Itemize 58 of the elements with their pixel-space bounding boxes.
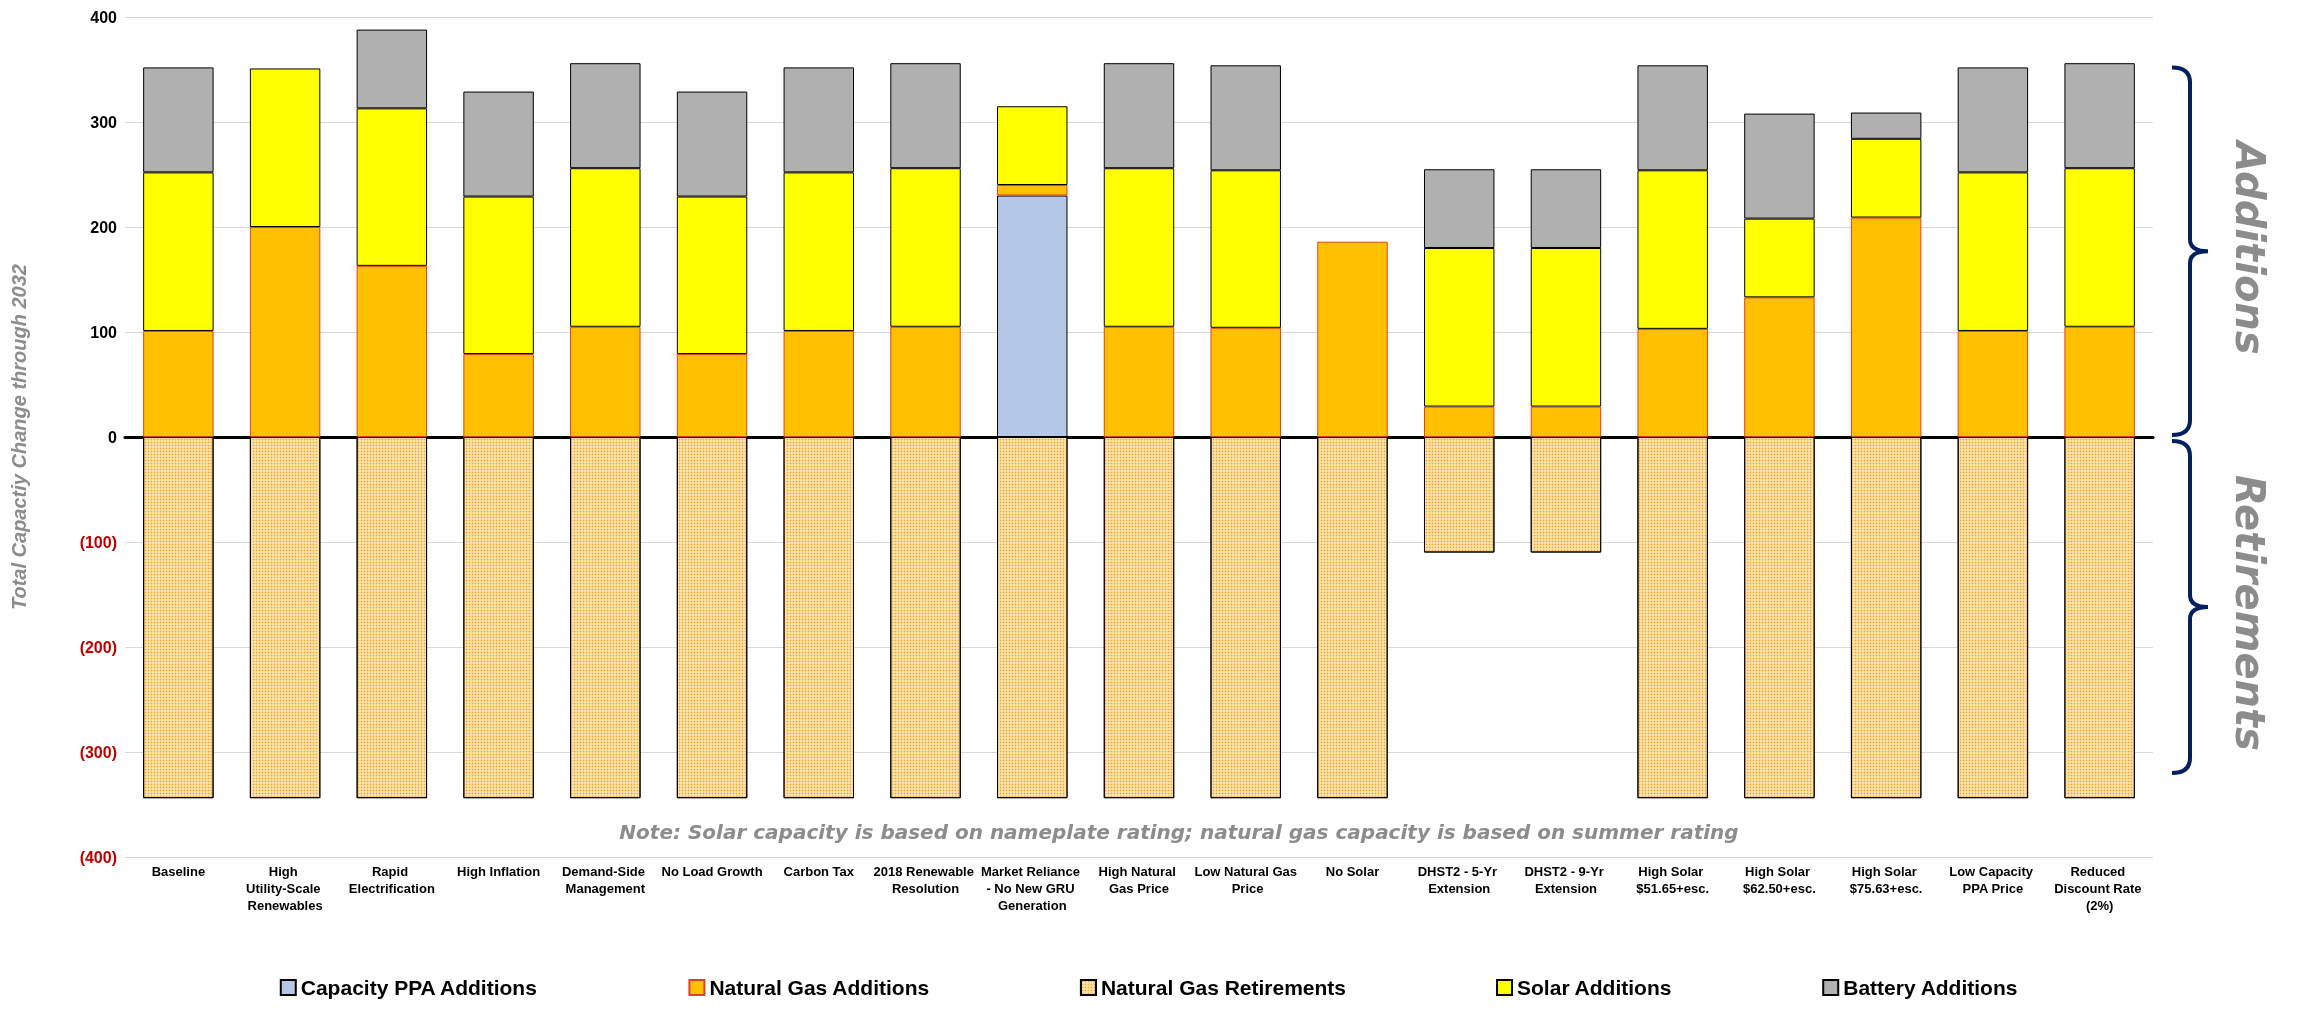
legend-label: Battery Additions: [1843, 976, 2018, 999]
legend-label: Solar Additions: [1517, 976, 1672, 999]
y-tick-label: 100: [90, 323, 118, 341]
x-tick-label: Baseline: [151, 864, 206, 879]
legend-label: Capacity PPA Additions: [300, 976, 537, 999]
bar: [143, 330, 214, 437]
x-tick-label: Low Capacity PPA Price: [1949, 864, 2037, 896]
x-tick-label: 2018 Renewable Resolution: [873, 864, 978, 896]
bar: [1423, 406, 1495, 437]
y-tick-label: 400: [90, 8, 118, 26]
annotation: Note: Solar capacity is based on nameplate rating; natural gas capacity is based on summer rating: [619, 820, 1739, 844]
bar: [1103, 326, 1175, 437]
bar: [463, 354, 534, 437]
y-tick-label: (100): [79, 533, 117, 551]
x-tick-label: Rapid Electrification: [348, 864, 435, 896]
bar: [1744, 297, 1815, 437]
bar: [783, 330, 855, 437]
x-tick-label: Demand-Side Management: [561, 864, 649, 896]
y-tick-label: 300: [90, 113, 118, 131]
bar: [1530, 406, 1602, 437]
x-tick-label: Low Natural Gas Price: [1194, 864, 1298, 896]
bar: [997, 185, 1068, 196]
x-tick-label: Carbon Tax: [783, 864, 855, 879]
text: Additions: [2227, 141, 2273, 355]
bar: [356, 265, 428, 437]
text: Retirements: [2227, 475, 2273, 752]
y-tick-label: (400): [79, 848, 117, 866]
x-tick-label: Market Reliance - No New GRU Generation: [980, 864, 1084, 913]
legend-label: Natural Gas Retirements: [1100, 976, 1347, 999]
bar: [249, 227, 321, 437]
y-tick-label: 0: [108, 428, 118, 446]
bar: [2064, 326, 2135, 437]
x-tick-label: High Solar $51.65+esc.: [1636, 864, 1710, 896]
x-tick-label: No Load Growth: [661, 864, 763, 879]
bar: [1637, 328, 1708, 437]
x-tick-label: No Solar: [1325, 864, 1380, 879]
legend-label: Natural Gas Additions: [709, 976, 930, 999]
x-tick-label: High Solar $62.50+esc.: [1743, 864, 1816, 896]
bar: [1850, 217, 1922, 437]
x-tick-label: Reduced Discount Rate (2%): [2054, 864, 2146, 913]
x-tick-label: High Utility-Scale Renewables: [246, 864, 325, 913]
bar: [676, 354, 748, 437]
bar: [890, 326, 961, 437]
y-tick-label: (200): [79, 638, 117, 656]
x-tick-label: DHST2 - 9-Yr Extension: [1524, 864, 1608, 896]
x-tick-label: High Solar $75.63+esc.: [1849, 864, 1923, 896]
y-tick-label: 200: [90, 218, 118, 236]
y-axis-title: Total Capactiy Change through 2032: [8, 264, 30, 610]
bar: [249, 68, 321, 227]
bar: [1957, 330, 2029, 437]
x-tick-label: DHST2 - 5-Yr Extension: [1417, 864, 1501, 896]
bar: [997, 106, 1068, 185]
x-tick-label: High Inflation: [457, 864, 541, 879]
y-tick-label: (300): [79, 743, 117, 761]
bar: [1317, 241, 1388, 437]
x-tick-label: High Natural Gas Price: [1098, 864, 1180, 896]
bar: [570, 326, 641, 437]
bar: [1210, 327, 1281, 437]
